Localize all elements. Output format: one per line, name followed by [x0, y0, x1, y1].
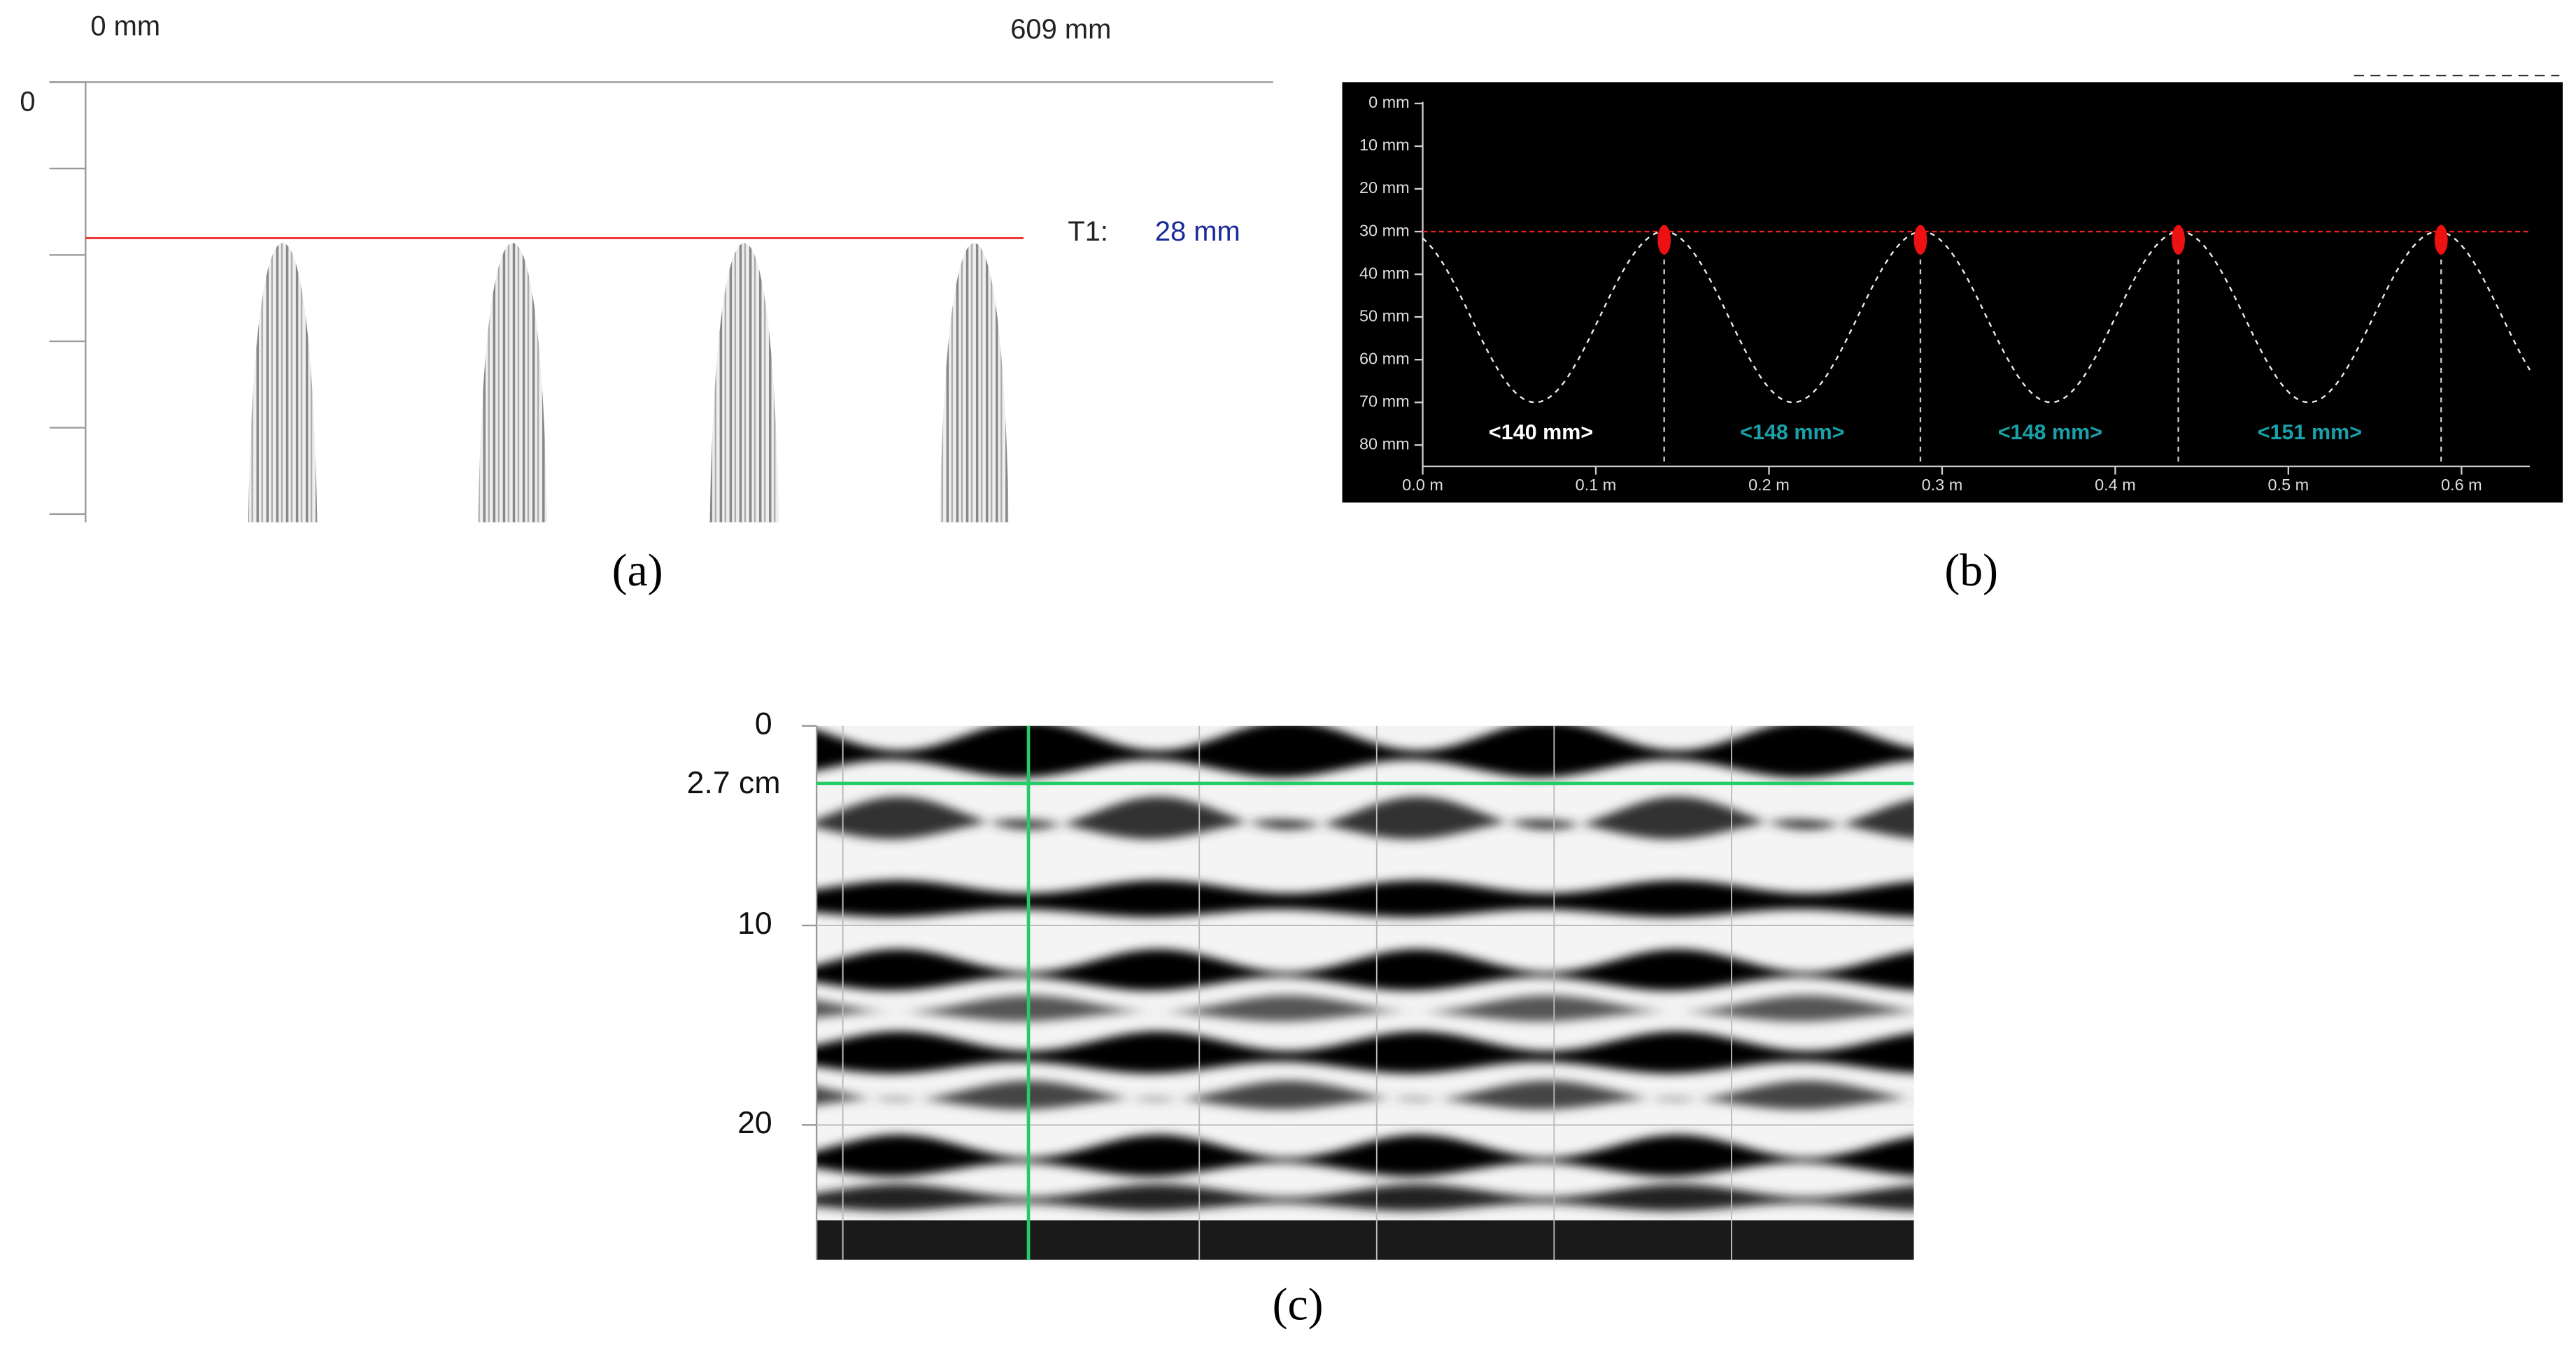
- band: [816, 796, 1914, 839]
- reflection-bands: [816, 725, 1914, 1212]
- x-tick-label: 0.1 m: [1576, 476, 1617, 494]
- profile-curve: [1422, 230, 2531, 404]
- y-tick-label: 20 mm: [1359, 178, 1410, 197]
- peak-marker: [1657, 225, 1671, 255]
- hyperbola: [478, 243, 548, 523]
- hyperbola: [940, 243, 1009, 523]
- radargram: [816, 725, 1914, 1260]
- depth-label: 0: [20, 86, 35, 117]
- y-tick-label: 0: [755, 707, 772, 741]
- y-tick-label: 20: [737, 1106, 772, 1140]
- y-tick-label: 50 mm: [1359, 306, 1410, 325]
- y-tick-label: 10: [737, 907, 772, 941]
- depth-marker-label: 2.7 cm: [687, 766, 781, 800]
- band: [816, 725, 1914, 778]
- band: [816, 1135, 1914, 1177]
- x-tick-label: 0.3 m: [1922, 476, 1963, 494]
- hyperbola: [248, 243, 318, 523]
- caption: (c): [1273, 1279, 1324, 1330]
- spacing-label: <148 mm>: [1740, 420, 1844, 444]
- x-tick-label: 0.0 m: [1402, 476, 1443, 494]
- x-start-label: 0 mm: [90, 10, 160, 41]
- marker-label: T1:: [1068, 216, 1108, 247]
- spacing-label: <148 mm>: [1998, 420, 2102, 444]
- peak-marker: [2172, 225, 2185, 255]
- y-tick-label: 30 mm: [1359, 221, 1410, 239]
- x-tick-label: 0.2 m: [1748, 476, 1790, 494]
- y-tick-label: 60 mm: [1359, 349, 1410, 367]
- band: [816, 995, 1914, 1022]
- y-tick-label: 0 mm: [1368, 93, 1410, 111]
- panel-b: (b) 0 mm 10 mm 20 mm 30 mm 40 mm 50 mm 60 mm 70…: [1342, 74, 2563, 596]
- spacing-label: <151 mm>: [2258, 420, 2362, 444]
- x-tick-label: 0.6 m: [2441, 476, 2482, 494]
- panel-a: 0 mm 609 mm 0 T1: 28 mm (a): [20, 10, 1273, 596]
- depth-ticks: [49, 81, 86, 516]
- hyperbola: [709, 243, 779, 523]
- band: [816, 949, 1914, 991]
- y-tick-label: 40 mm: [1359, 264, 1410, 282]
- hyperbolas: [248, 243, 1009, 523]
- x-tick-label: 0.5 m: [2268, 476, 2309, 494]
- band: [816, 1080, 1914, 1110]
- grid: 0 10 20: [737, 707, 1914, 1260]
- band: [816, 1031, 1914, 1074]
- peak-marker: [1913, 225, 1927, 255]
- y-tick-label: 10 mm: [1359, 136, 1410, 154]
- caption: (a): [612, 545, 663, 596]
- caption: (b): [1944, 545, 1998, 596]
- panel-c: 0 10 20 2.7 cm (c): [687, 707, 1914, 1330]
- plot-background: [1342, 82, 2563, 503]
- x-tick-label: 0.4 m: [2095, 476, 2136, 494]
- y-tick-label: 80 mm: [1359, 434, 1410, 453]
- band: [816, 1184, 1914, 1212]
- peak-marker: [2434, 225, 2448, 255]
- x-end-label: 609 mm: [1010, 14, 1111, 45]
- band: [816, 880, 1914, 918]
- spacing-label: <140 mm>: [1489, 420, 1593, 444]
- bottom-strip: [816, 1220, 1914, 1260]
- y-tick-label: 70 mm: [1359, 392, 1410, 410]
- marker-value: 28 mm: [1155, 216, 1240, 247]
